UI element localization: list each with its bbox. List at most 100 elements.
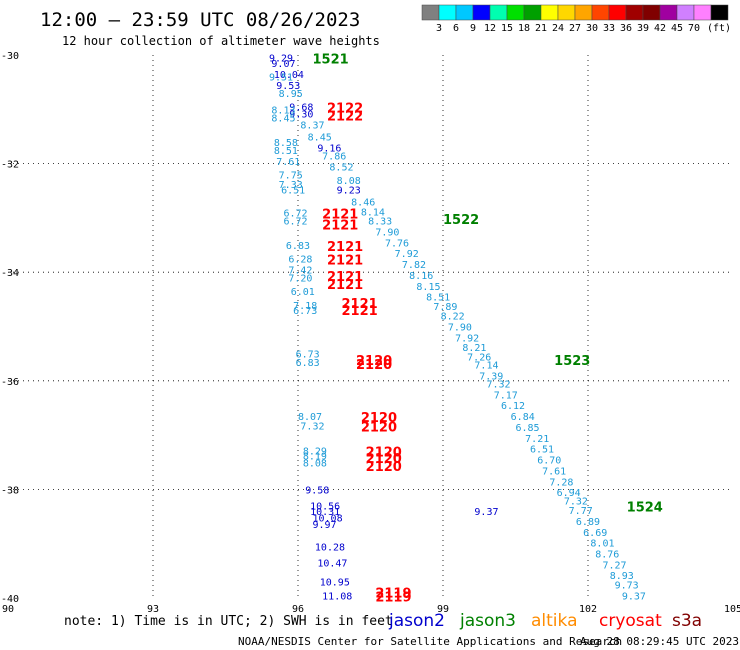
point-label-cryosat: 2121	[327, 270, 363, 285]
y-tick-label: -32	[1, 160, 19, 171]
colorbar-swatch	[489, 4, 508, 21]
point-label-altika: 8.51	[274, 146, 298, 157]
point-label-jason3: 1522	[443, 213, 479, 228]
point-label-cryosat: 2121	[342, 304, 378, 319]
footer-credit: NOAA/NESDIS Center for Satellite Applica…	[238, 635, 622, 648]
point-label-altika: 7.28	[549, 477, 573, 488]
colorbar-label: 70	[688, 23, 700, 34]
point-label-altika: 9.51	[269, 73, 293, 84]
point-label-altika: 8.08	[303, 458, 327, 469]
point-label-altika: 7.61	[276, 157, 300, 168]
point-label-altika: 8.93	[610, 571, 634, 582]
colorbar-swatch	[574, 4, 593, 21]
point-label-jason2: 9.58	[305, 485, 329, 496]
point-label-jason2: 10.31	[310, 507, 340, 518]
point-label-cryosat: 2121	[327, 254, 363, 269]
point-label-jason2: 10.47	[317, 559, 347, 570]
point-label-altika: 7.26	[467, 352, 491, 363]
legend-note: note: 1) Time is in UTC; 2) SWH is in fe…	[64, 614, 393, 629]
point-label-cryosat: 2120	[366, 445, 402, 460]
point-label-altika: 8.15	[416, 282, 440, 293]
point-label-altika: 6.72	[284, 217, 308, 228]
legend-cryosat: cryosat	[599, 611, 662, 631]
point-label-cryosat: 2120	[361, 411, 397, 426]
point-label-jason2: 9.29	[269, 54, 293, 65]
point-label-altika: 7.92	[455, 333, 479, 344]
colorbar-swatch	[659, 4, 678, 21]
point-label-altika: 7.89	[433, 302, 457, 313]
point-label-cryosat: 2120	[361, 420, 397, 435]
point-label-cryosat: 2121	[322, 218, 358, 233]
y-tick-label: -34	[1, 268, 19, 279]
point-label-altika: 7.18	[293, 301, 317, 312]
point-label-cryosat: 2119	[375, 590, 411, 605]
colorbar-swatch	[608, 4, 627, 21]
point-label-jason2: 9.23	[337, 186, 361, 197]
point-label-altika: 8.08	[337, 176, 361, 187]
colorbar-label: 45	[671, 23, 683, 34]
point-label-altika: 7.42	[288, 265, 312, 276]
point-label-jason2: 9.53	[276, 81, 300, 92]
colorbar-swatch	[472, 4, 491, 21]
point-label-jason2: 10.08	[313, 514, 343, 525]
point-label-altika: 8.58	[274, 138, 298, 149]
point-label-altika: 6.83	[296, 358, 320, 369]
point-label-altika: 7.21	[525, 434, 549, 445]
point-label-cryosat: 2121	[342, 297, 378, 312]
colorbar-swatch	[710, 4, 729, 21]
point-label-altika: 6.70	[537, 456, 561, 467]
point-label-cryosat: 2120	[366, 460, 402, 475]
point-label-altika: 7.82	[402, 260, 426, 271]
point-label-cryosat: 2122	[327, 102, 363, 117]
point-label-altika: 6.51	[530, 445, 554, 456]
point-label-altika: 8.45	[271, 113, 295, 124]
chart-subtitle: 12 hour collection of altimeter wave hei…	[62, 34, 380, 48]
point-label-cryosat: 2120	[366, 452, 402, 467]
point-label-jason2: 10.95	[320, 578, 350, 589]
colorbar-swatch	[455, 4, 474, 21]
colorbar-swatch	[421, 4, 440, 21]
colorbar-swatch	[523, 4, 542, 21]
colorbar-swatch	[557, 4, 576, 21]
y-tick-label: -38	[1, 485, 19, 496]
x-tick-label: 93	[147, 604, 159, 615]
y-tick-label: -30	[1, 51, 19, 62]
colorbar-swatch	[591, 4, 610, 21]
point-label-altika: 6.73	[293, 306, 317, 317]
colorbar-label: 39	[637, 23, 649, 34]
point-label-altika: 8.51	[426, 293, 450, 304]
point-label-altika: 7.33	[279, 180, 303, 191]
colorbar-label: 15	[501, 23, 513, 34]
point-label-altika: 6.85	[516, 423, 540, 434]
point-label-jason2: 9.97	[313, 520, 337, 531]
point-label-altika: 9.73	[615, 580, 639, 591]
point-label-altika: 8.01	[590, 539, 614, 550]
colorbar-label: 6	[453, 23, 459, 34]
point-label-altika: 8.45	[308, 132, 332, 143]
colorbar-unit: (ft)	[707, 23, 731, 34]
point-label-altika: 7.92	[395, 249, 419, 260]
point-label-altika: 7.39	[479, 371, 503, 382]
point-label-altika: 7.17	[494, 390, 518, 401]
point-label-cryosat: 2121	[327, 240, 363, 255]
point-label-jason2: 9.37	[474, 507, 498, 518]
point-label-altika: 8.95	[279, 89, 303, 100]
point-label-altika: 8.14	[361, 207, 385, 218]
colorbar-label: 27	[569, 23, 581, 34]
point-label-altika: 6.89	[576, 517, 600, 528]
point-label-cryosat: 2120	[356, 358, 392, 373]
point-label-altika: 8.21	[462, 343, 486, 354]
plot-grid	[8, 55, 733, 598]
point-label-altika: 8.07	[298, 412, 322, 423]
satellite-legend: jason2 jason3 altika cryosat s3a	[388, 611, 702, 631]
colorbar-swatch	[676, 4, 695, 21]
colorbar-label: 12	[484, 23, 496, 34]
point-label-altika: 6.12	[501, 401, 525, 412]
point-label-altika: 8.16	[409, 271, 433, 282]
colorbar: 3 6 9 12 15 18 21 24 27 30 33 36 39 42 45 70	[421, 4, 729, 34]
point-label-altika: 7.90	[448, 323, 472, 334]
point-label-altika: 8.22	[441, 312, 465, 323]
colorbar-swatch	[438, 4, 457, 21]
point-label-jason2: 9.68	[289, 103, 313, 114]
